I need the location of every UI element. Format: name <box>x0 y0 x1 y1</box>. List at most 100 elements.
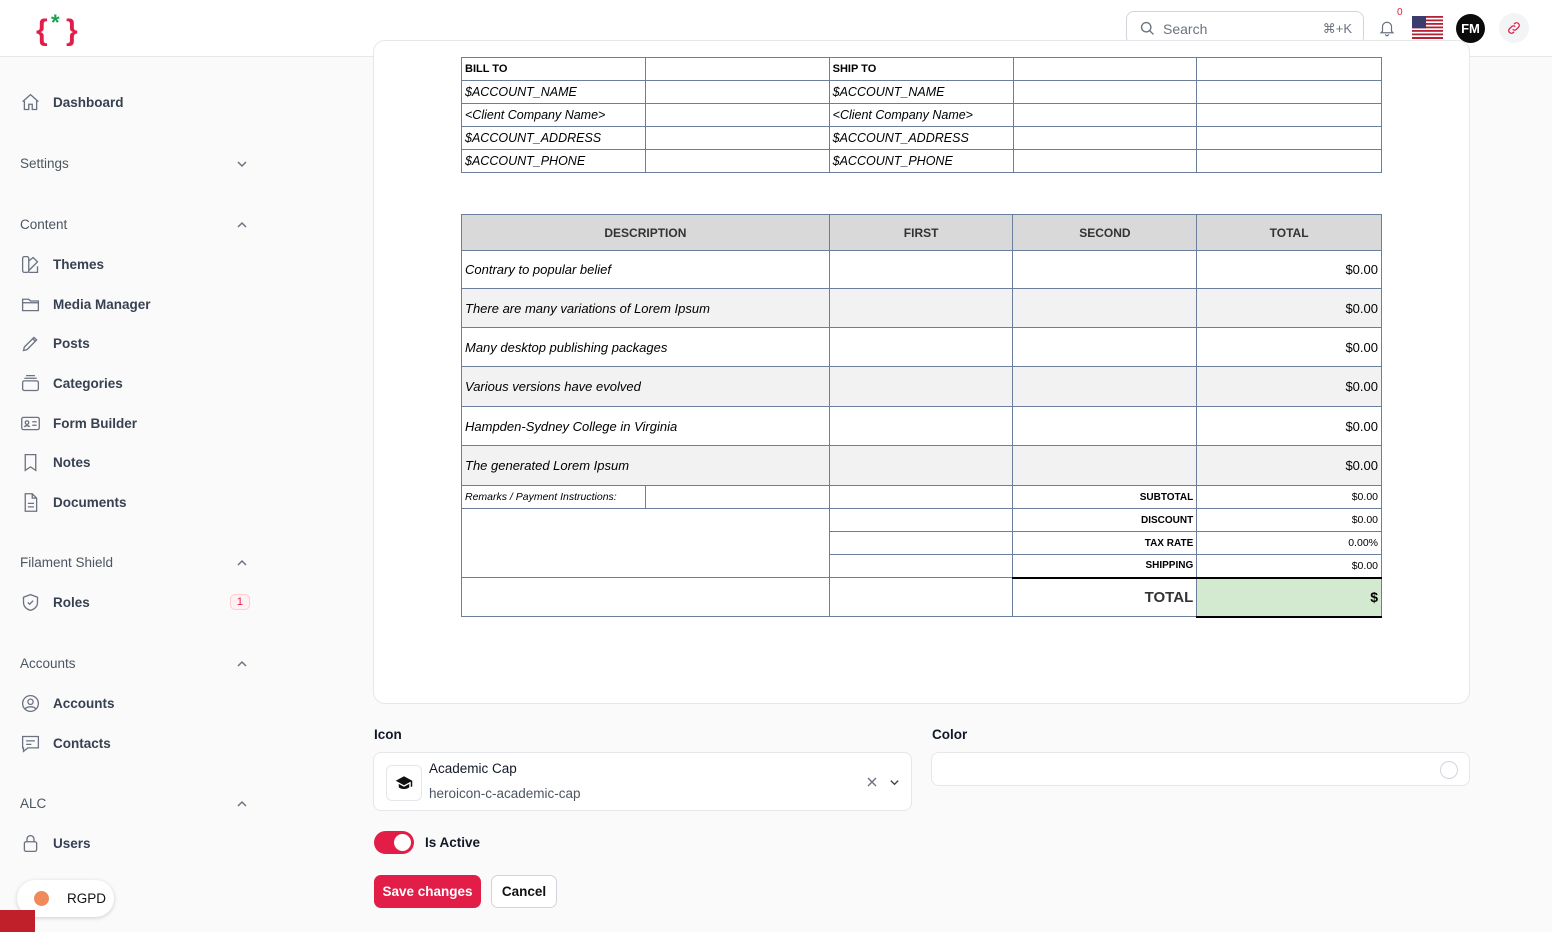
search-input[interactable]: Search ⌘+K <box>1126 11 1364 45</box>
link-button[interactable] <box>1499 13 1529 43</box>
notification-count: 0 <box>1397 7 1403 18</box>
sidebar-item-label: Notes <box>53 454 91 470</box>
sidebar-item-roles[interactable]: Roles 1 <box>20 588 252 616</box>
icon-select[interactable]: Academic Cap heroicon-c-academic-cap <box>373 752 912 811</box>
sidebar-item-documents[interactable]: Documents <box>20 488 252 516</box>
is-active-toggle[interactable] <box>374 831 414 854</box>
folder-icon <box>21 298 40 311</box>
notifications-bell-icon[interactable] <box>1378 18 1396 37</box>
remarks-label: Remarks / Payment Instructions: <box>461 485 646 509</box>
color-swatch[interactable] <box>1440 761 1458 779</box>
us-flag-icon[interactable] <box>1412 16 1443 39</box>
sidebar-item-form-builder[interactable]: Form Builder <box>20 409 252 437</box>
group-label: Content <box>20 217 68 232</box>
shield-check-icon <box>22 593 39 611</box>
sidebar-item-label: Roles <box>53 594 90 610</box>
table-row: Various versions have evolved $0.00 <box>461 366 1382 407</box>
user-avatar[interactable]: FM <box>1456 14 1485 43</box>
group-accounts[interactable]: Accounts <box>20 656 248 671</box>
id-card-icon <box>21 416 40 430</box>
ship-to-line: <Client Company Name> <box>828 103 1014 127</box>
user-circle-icon <box>21 694 40 712</box>
sidebar-item-label: Dashboard <box>53 94 124 110</box>
sidebar-item-users[interactable]: Users <box>20 829 252 857</box>
academic-cap-icon <box>395 776 413 789</box>
sidebar-item-categories[interactable]: Categories <box>20 369 252 397</box>
cookie-icon <box>34 891 49 906</box>
discount-label: DISCOUNT <box>1012 508 1198 532</box>
grand-total-label: TOTAL <box>1012 576 1198 617</box>
sidebar-item-label: Themes <box>53 256 105 272</box>
svg-text:}: } <box>66 14 78 46</box>
color-field-label: Color <box>932 727 968 742</box>
link-icon <box>1508 22 1520 34</box>
svg-text:*: * <box>51 10 60 35</box>
search-icon <box>1140 21 1154 35</box>
bill-to-heading: BILL TO <box>461 57 646 81</box>
sidebar-item-label: Documents <box>53 494 127 510</box>
item-total: $0.00 <box>1196 406 1382 446</box>
search-shortcut: ⌘+K <box>1322 21 1352 36</box>
item-total: $0.00 <box>1196 366 1382 407</box>
item-total: $0.00 <box>1196 250 1382 289</box>
sidebar-item-label: Users <box>53 835 91 851</box>
icon-identifier: heroicon-c-academic-cap <box>429 786 581 801</box>
item-total: $0.00 <box>1196 288 1382 328</box>
column-header: TOTAL <box>1196 214 1382 251</box>
shipping-value: $0.00 <box>1196 554 1382 578</box>
save-changes-button[interactable]: Save changes <box>374 875 481 908</box>
column-header: FIRST <box>828 214 1014 251</box>
chevron-down-icon[interactable] <box>889 777 900 788</box>
swatch-icon <box>21 255 39 273</box>
sidebar-item-themes[interactable]: Themes <box>20 250 252 278</box>
chevron-up-icon <box>237 800 247 807</box>
sidebar-item-accounts[interactable]: Accounts <box>20 689 252 717</box>
sidebar-item-label: Posts <box>53 335 90 351</box>
chevron-down-icon <box>237 160 247 167</box>
sidebar-item-dashboard[interactable]: Dashboard <box>20 88 252 116</box>
icon-field-label: Icon <box>374 727 402 742</box>
sidebar-item-media-manager[interactable]: Media Manager <box>20 290 252 318</box>
column-header: DESCRIPTION <box>461 214 830 251</box>
item-description: Many desktop publishing packages <box>461 327 830 367</box>
sidebar-item-label: Contacts <box>53 735 111 751</box>
lock-icon <box>23 834 38 852</box>
toggle-knob <box>394 834 411 851</box>
color-input[interactable] <box>931 752 1470 786</box>
group-settings[interactable]: Settings <box>20 156 248 171</box>
bill-to-line: <Client Company Name> <box>461 103 646 127</box>
debugbar-icon[interactable] <box>0 910 35 932</box>
sidebar-item-posts[interactable]: Posts <box>20 329 252 357</box>
icon-name: Academic Cap <box>429 761 517 776</box>
bill-to-line: $ACCOUNT_NAME <box>461 80 646 104</box>
sidebar-item-contacts[interactable]: Contacts <box>20 729 252 757</box>
group-content[interactable]: Content <box>20 217 248 232</box>
shipping-label: SHIPPING <box>1012 554 1198 578</box>
app-logo[interactable]: { } * <box>36 10 80 46</box>
cancel-button[interactable]: Cancel <box>491 875 557 908</box>
ship-to-heading: SHIP TO <box>828 57 1014 81</box>
table-row: The generated Lorem Ipsum $0.00 <box>461 445 1382 486</box>
table-row: Hampden-Sydney College in Virginia $0.00 <box>461 406 1382 446</box>
svg-text:{: { <box>36 14 48 46</box>
bill-to-line: $ACCOUNT_PHONE <box>461 149 646 173</box>
bookmark-icon <box>24 453 37 472</box>
bill-to-line: $ACCOUNT_ADDRESS <box>461 126 646 150</box>
item-description: Hampden-Sydney College in Virginia <box>461 406 830 446</box>
group-label: Accounts <box>20 656 76 671</box>
roles-count-badge: 1 <box>229 594 250 610</box>
address-table: BILL TO SHIP TO $ACCOUNT_NAME $ACCOUNT_NA… <box>461 57 1382 173</box>
clear-icon[interactable] <box>867 777 877 787</box>
sidebar-item-notes[interactable]: Notes <box>20 448 252 476</box>
chevron-up-icon <box>237 660 247 667</box>
sidebar: Dashboard Settings Content Themes Media … <box>0 57 270 932</box>
group-label: ALC <box>20 796 47 811</box>
group-filament-shield[interactable]: Filament Shield <box>20 555 248 570</box>
pencil-icon <box>22 335 38 351</box>
ship-to-line: $ACCOUNT_PHONE <box>828 149 1014 173</box>
document-icon <box>24 492 38 512</box>
sidebar-item-label: Media Manager <box>53 296 151 312</box>
discount-value: $0.00 <box>1196 508 1382 532</box>
group-alc[interactable]: ALC <box>20 796 248 811</box>
group-label: Settings <box>20 156 69 171</box>
